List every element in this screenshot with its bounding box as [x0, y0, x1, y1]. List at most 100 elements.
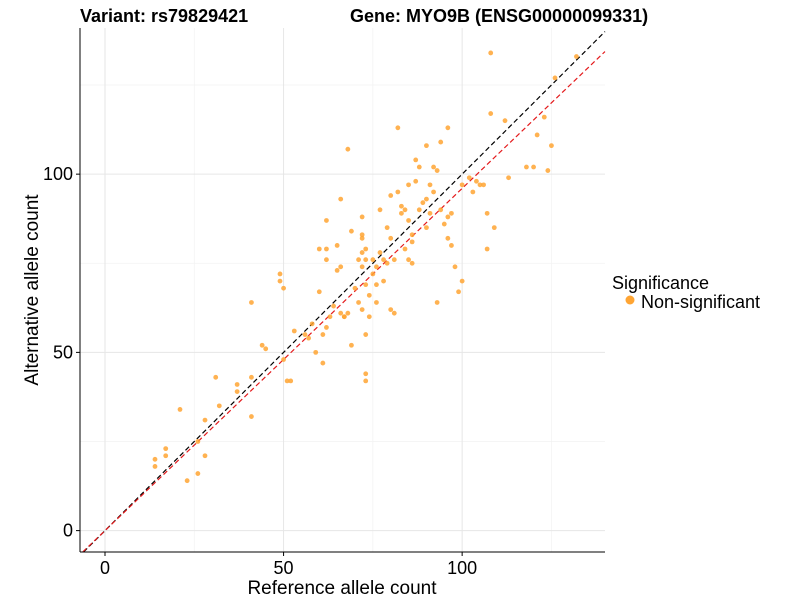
data-point [216, 403, 222, 409]
data-point [541, 114, 547, 120]
data-point [406, 182, 411, 188]
data-point [506, 175, 511, 181]
data-point [324, 246, 329, 252]
data-point [474, 178, 479, 184]
legend-label-non-significant: Non-significant [641, 292, 760, 312]
data-point [281, 285, 286, 291]
data-point [399, 210, 404, 216]
data-point [334, 243, 340, 248]
data-point [427, 182, 433, 188]
data-point [359, 250, 365, 255]
data-point [424, 143, 429, 149]
y-axis-label: Alternative allele count [22, 194, 43, 386]
data-point [363, 371, 369, 377]
data-point [277, 278, 283, 284]
data-point [406, 257, 411, 263]
data-point [345, 310, 351, 316]
data-point [284, 378, 290, 384]
data-point [356, 300, 361, 305]
data-point [391, 310, 397, 316]
data-point [388, 193, 394, 198]
data-point [420, 200, 426, 206]
y-tick-label: 50 [53, 342, 73, 362]
legend: Significance Non-significant [612, 273, 760, 312]
data-point [338, 264, 344, 270]
data-point [502, 118, 508, 124]
data-point [402, 246, 408, 252]
data-point [324, 325, 329, 330]
data-point [470, 189, 476, 195]
data-point [359, 214, 365, 220]
data-point [452, 264, 458, 270]
data-point [291, 328, 297, 334]
data-point [445, 125, 451, 131]
data-point [184, 478, 190, 484]
tick-labels: 0 50 100 0 50 100 [43, 164, 477, 578]
data-point [366, 314, 372, 320]
data-point [363, 332, 369, 337]
data-point [388, 235, 394, 241]
data-point [202, 417, 208, 423]
data-point [177, 407, 183, 412]
data-point [349, 342, 354, 348]
data-point [459, 278, 465, 284]
y-tick-label: 100 [43, 164, 73, 184]
data-point [281, 357, 286, 362]
data-point [309, 321, 315, 327]
reference-line-identity [83, 31, 606, 553]
data-point [409, 260, 415, 266]
data-point [370, 271, 376, 277]
data-point [356, 257, 361, 263]
data-point [234, 382, 240, 387]
data-point [491, 225, 497, 231]
reference-lines [82, 31, 606, 553]
data-point [416, 164, 422, 170]
data-point [249, 374, 254, 380]
data-point [388, 307, 394, 313]
data-point [441, 221, 447, 227]
data-point [234, 389, 240, 394]
data-point [249, 414, 254, 419]
data-point [377, 207, 383, 213]
data-point [424, 196, 429, 202]
data-point [277, 271, 283, 277]
data-point [431, 189, 436, 195]
data-point [445, 235, 451, 241]
grid [80, 28, 605, 552]
data-point [545, 168, 551, 173]
data-point [531, 164, 536, 170]
data-point [345, 146, 351, 152]
data-point [413, 178, 419, 184]
data-point [374, 282, 379, 288]
data-point [395, 189, 401, 195]
x-tick-label: 0 [100, 558, 110, 578]
data-point [481, 182, 486, 188]
data-point [438, 207, 444, 213]
data-point [459, 182, 465, 188]
chart-title-gene: Gene: MYO9B (ENSG00000099331) [350, 6, 648, 26]
data-points [152, 50, 579, 484]
data-point [324, 257, 329, 263]
data-point [488, 111, 494, 116]
data-point [384, 225, 390, 231]
data-point [434, 300, 440, 305]
data-point [381, 257, 386, 263]
data-point [413, 157, 419, 163]
data-point [324, 218, 329, 223]
data-point [406, 218, 411, 223]
data-point [366, 292, 372, 298]
data-point [163, 446, 169, 452]
data-point [466, 175, 472, 181]
data-point [456, 289, 461, 295]
data-point [370, 257, 376, 263]
data-point [488, 50, 494, 56]
data-point [434, 168, 440, 173]
reference-line-fit [82, 51, 606, 553]
data-point [334, 267, 340, 273]
data-point [363, 246, 369, 252]
data-point [359, 235, 365, 241]
data-point [484, 246, 490, 252]
data-point [574, 54, 579, 59]
data-point [306, 335, 311, 341]
data-point [349, 228, 354, 234]
